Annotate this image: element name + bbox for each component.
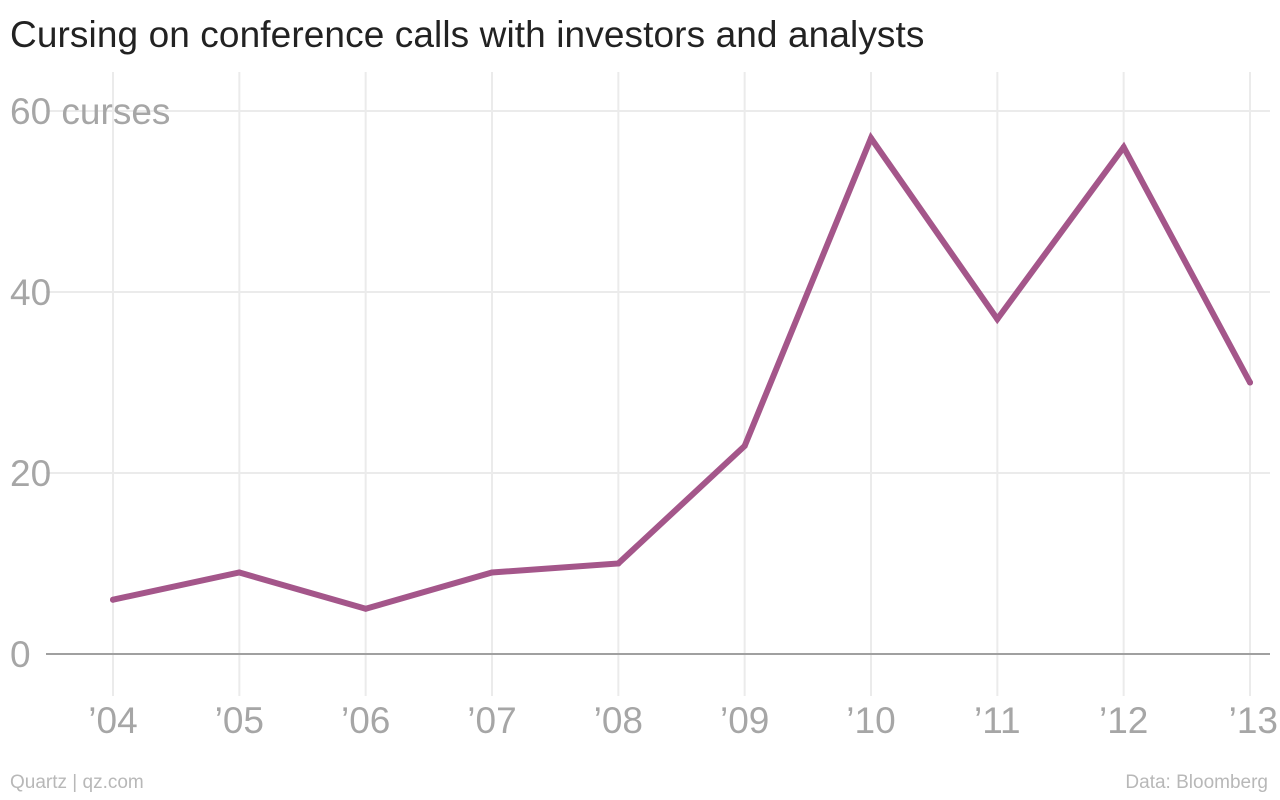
data-point: [110, 596, 116, 603]
x-axis-tick-labels: ’04 ’05 ’06 ’07 ’08 ’09 ’10 ’11 ’12 ’13: [88, 700, 1278, 741]
footer-source-left: Quartz | qz.com: [10, 772, 144, 793]
chart-title: Cursing on conference calls with investo…: [10, 14, 925, 55]
y-tick-label: 20: [10, 453, 51, 494]
y-axis-tick-labels: 0 20 40 60 curses: [10, 91, 170, 675]
x-tick-label: ’12: [1099, 700, 1148, 741]
x-tick-label: ’09: [720, 700, 769, 741]
data-point: [362, 605, 369, 612]
x-tick-label: ’08: [594, 700, 643, 741]
y-tick-label: 40: [10, 272, 51, 313]
y-tick-label: 0: [10, 634, 31, 675]
x-tick-label: ’13: [1229, 700, 1278, 741]
horizontal-gridlines: [46, 110, 1270, 655]
data-point: [1247, 379, 1253, 386]
data-point: [236, 569, 243, 576]
data-point: [994, 316, 1001, 323]
data-point: [489, 569, 495, 576]
vertical-gridlines: [112, 72, 1251, 696]
data-point: [868, 135, 874, 142]
series-group: [110, 131, 1253, 612]
x-tick-label: ’04: [88, 700, 137, 741]
series-line: [110, 131, 1253, 612]
x-tick-label: ’10: [846, 700, 895, 741]
x-tick-label: ’06: [341, 700, 390, 741]
x-tick-label: ’07: [467, 700, 516, 741]
y-tick-label: 60 curses: [10, 91, 170, 132]
x-tick-label: ’11: [974, 700, 1021, 741]
data-point: [615, 560, 622, 567]
data-point: [1120, 144, 1127, 151]
data-point: [741, 442, 748, 449]
footer-source-right: Data: Bloomberg: [1125, 772, 1268, 793]
x-tick-label: ’05: [215, 700, 264, 741]
